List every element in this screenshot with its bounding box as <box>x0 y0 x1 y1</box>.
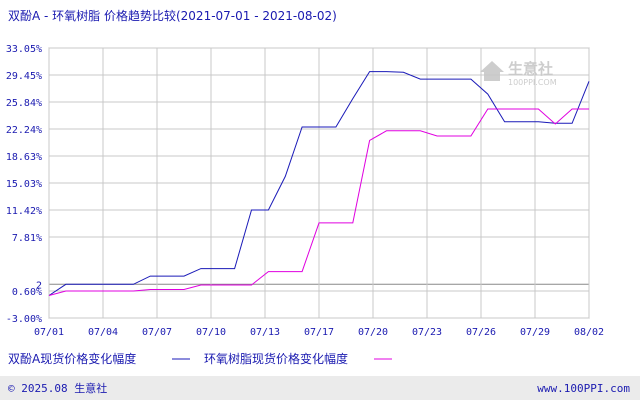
series-line-epoxy-resin <box>48 108 589 296</box>
x-tick-label: 08/02 <box>574 327 604 338</box>
y-tick-label: 33.05% <box>6 44 42 55</box>
y-tick-label: 15.03% <box>6 179 42 190</box>
y-tick-label: 2 <box>36 280 42 291</box>
x-tick-label: 07/23 <box>412 327 442 338</box>
y-tick-label: 22.24% <box>6 125 42 136</box>
x-tick-label: 07/17 <box>304 327 334 338</box>
x-tick-label: 07/10 <box>196 327 226 338</box>
watermark-url: 100PPI.COM <box>508 78 557 87</box>
legend-label-series-b: 环氧树脂现货价格变化幅度 <box>204 351 348 366</box>
watermark-house-body <box>484 72 500 81</box>
chart-title: 双酚A - 环氧树脂 价格趋势比较(2021-07-01 - 2021-08-0… <box>8 8 337 23</box>
y-tick-label: 7.81% <box>12 233 42 244</box>
y-tick-label: 0.60% <box>12 287 42 298</box>
watermark-name: 生意社 <box>508 60 553 78</box>
x-axis-ticks: 07/01 07/04 07/07 07/10 07/13 07/17 07/20 07/23… <box>34 327 604 338</box>
footer-url[interactable]: www.100PPI.com <box>537 382 630 395</box>
x-tick-label: 07/04 <box>88 327 118 338</box>
watermark-house-icon <box>480 61 504 72</box>
y-tick-label: -3.00% <box>6 314 42 325</box>
series-lines <box>48 71 590 296</box>
legend-label-series-a: 双酚A现货价格变化幅度 <box>8 351 136 366</box>
series-line-bisphenol-a <box>48 71 590 296</box>
footer-bar <box>0 376 640 400</box>
grid-lines <box>48 47 590 319</box>
y-tick-label: 29.45% <box>6 71 42 82</box>
x-tick-label: 07/26 <box>466 327 496 338</box>
watermark-logo: 生意社 100PPI.COM <box>480 60 557 87</box>
y-tick-label: 11.42% <box>6 206 42 217</box>
x-tick-label: 07/13 <box>250 327 280 338</box>
y-axis-ticks: 33.05% 29.45% 25.84% 22.24% 18.63% 15.03% 11.4… <box>6 44 42 325</box>
x-tick-label: 07/07 <box>142 327 172 338</box>
footer-copyright: © 2025.08 生意社 <box>8 381 107 395</box>
y-tick-label: 18.63% <box>6 152 42 163</box>
legend: 双酚A现货价格变化幅度 环氧树脂现货价格变化幅度 <box>8 351 392 366</box>
y-tick-label: 25.84% <box>6 98 42 109</box>
x-tick-label: 07/20 <box>358 327 388 338</box>
x-tick-label: 07/29 <box>520 327 550 338</box>
x-tick-label: 07/01 <box>34 327 64 338</box>
